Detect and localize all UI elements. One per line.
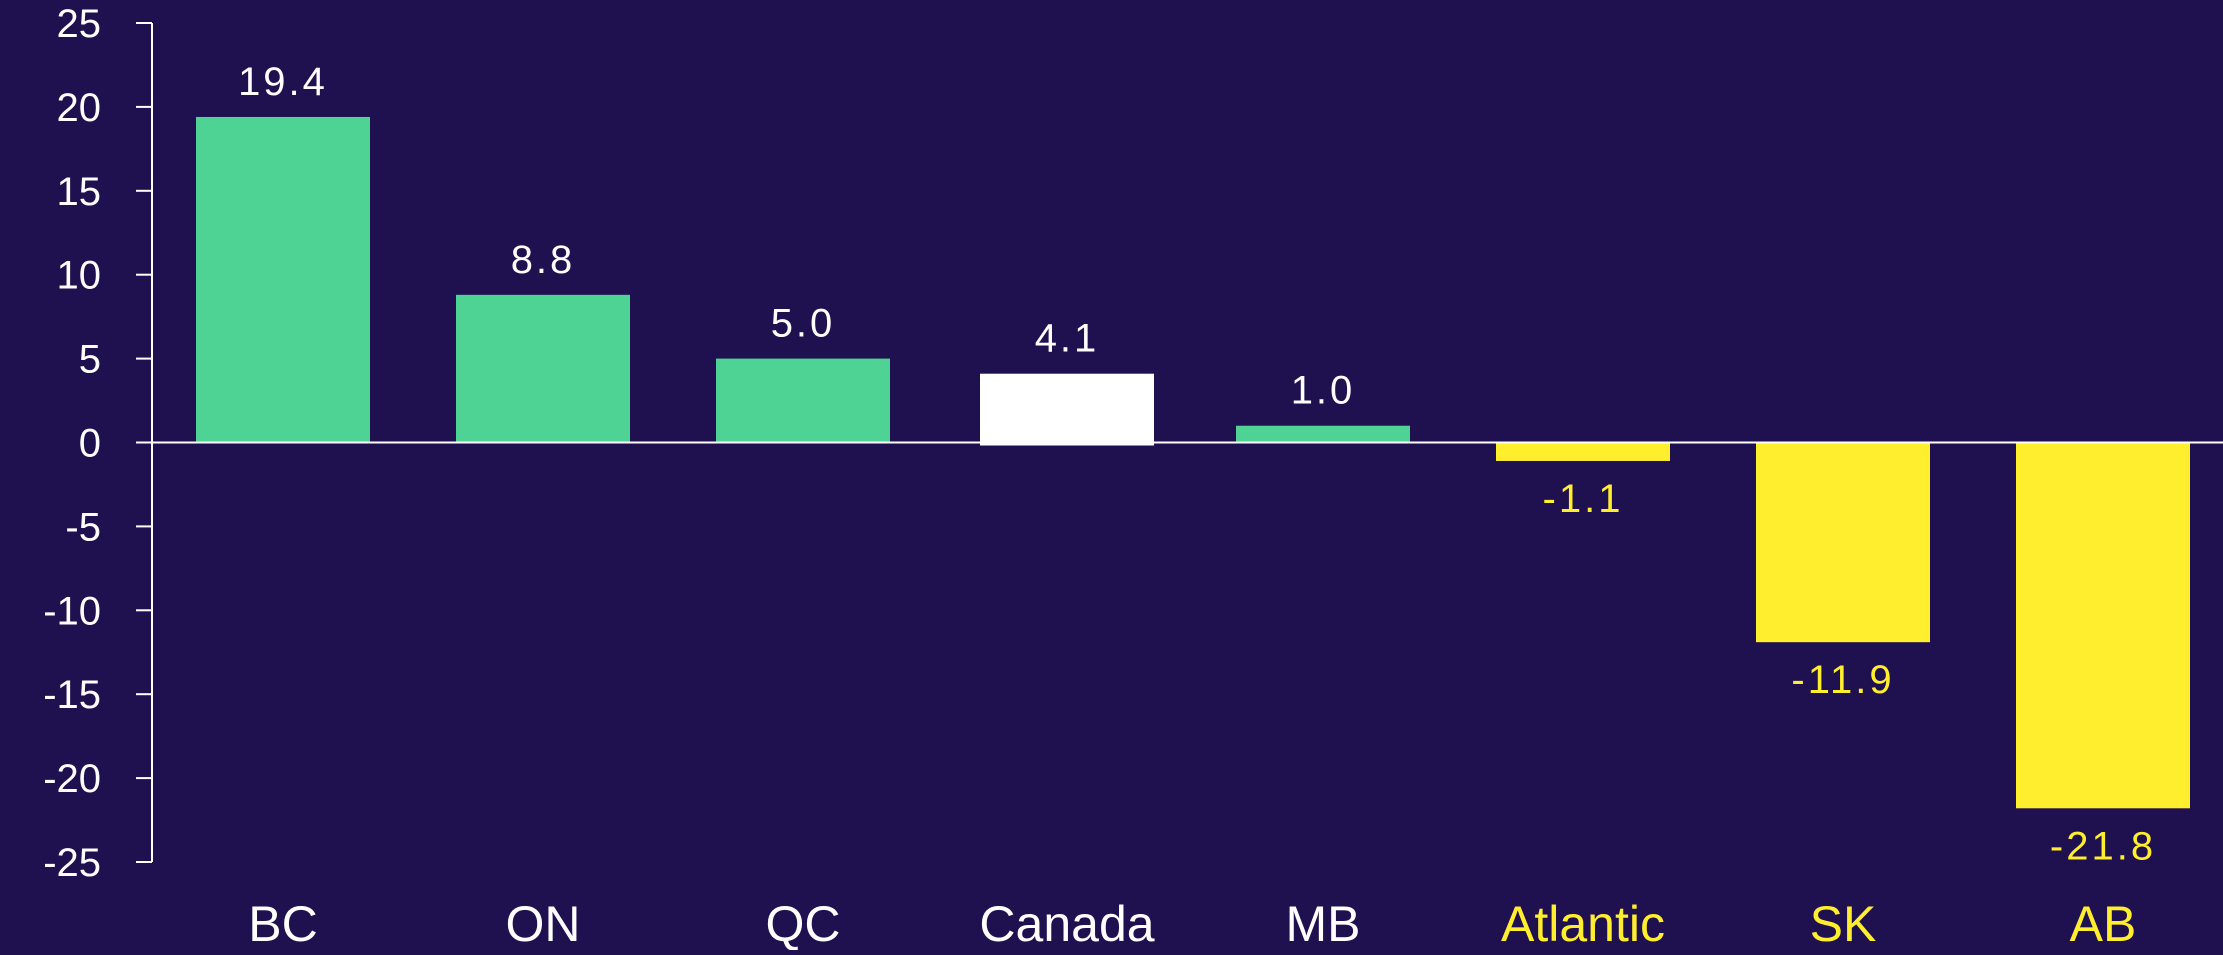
x-label-qc: QC bbox=[766, 896, 841, 950]
y-tick-label: -15 bbox=[43, 673, 101, 717]
value-label-qc: 5.0 bbox=[771, 302, 836, 346]
value-label-on: 8.8 bbox=[511, 238, 576, 282]
bars-group bbox=[196, 116, 2190, 809]
y-tick-label: 0 bbox=[79, 422, 101, 466]
y-tick-label: -25 bbox=[43, 841, 101, 885]
bar-ab bbox=[2016, 442, 2190, 809]
value-labels-group: 19.4 8.8 5.0 4.1 1.0 -1.1 -11.9 -21.8 bbox=[238, 60, 2156, 868]
x-label-mb: MB bbox=[1286, 896, 1361, 950]
bar-canada bbox=[980, 373, 1154, 446]
bar-qc bbox=[716, 358, 890, 443]
x-label-ab: AB bbox=[2070, 896, 2137, 950]
value-label-sk: -11.9 bbox=[1791, 658, 1894, 702]
y-tick-label: 15 bbox=[57, 170, 102, 214]
value-label-canada: 4.1 bbox=[1035, 317, 1100, 361]
value-label-bc: 19.4 bbox=[238, 60, 328, 104]
y-tick-label: -10 bbox=[43, 589, 101, 633]
y-axis: 25 20 15 10 5 0 -5 -10 -15 -20 -25 bbox=[43, 2, 153, 885]
y-tick-label: 25 bbox=[57, 2, 102, 46]
value-label-mb: 1.0 bbox=[1291, 369, 1356, 413]
x-label-sk: SK bbox=[1810, 896, 1877, 950]
y-tick-label: -20 bbox=[43, 757, 101, 801]
x-label-on: ON bbox=[506, 896, 581, 950]
x-label-canada: Canada bbox=[979, 896, 1154, 950]
x-axis-labels-group: BC ON QC Canada MB Atlantic SK AB bbox=[248, 896, 2137, 952]
value-label-ab: -21.8 bbox=[2050, 824, 2156, 868]
bar-mb bbox=[1236, 425, 1410, 443]
y-tick-label: 10 bbox=[57, 254, 102, 298]
y-tick-label: 20 bbox=[57, 86, 102, 130]
bar-on bbox=[456, 294, 630, 443]
bar-sk bbox=[1756, 442, 1930, 643]
x-label-atlantic: Atlantic bbox=[1501, 896, 1665, 950]
y-tick-label: 5 bbox=[79, 338, 101, 382]
value-label-atlantic: -1.1 bbox=[1543, 477, 1624, 521]
x-label-bc: BC bbox=[248, 896, 317, 950]
bar-atlantic bbox=[1496, 442, 1670, 461]
bar-bc bbox=[196, 116, 370, 443]
y-tick-label: -5 bbox=[65, 505, 101, 549]
